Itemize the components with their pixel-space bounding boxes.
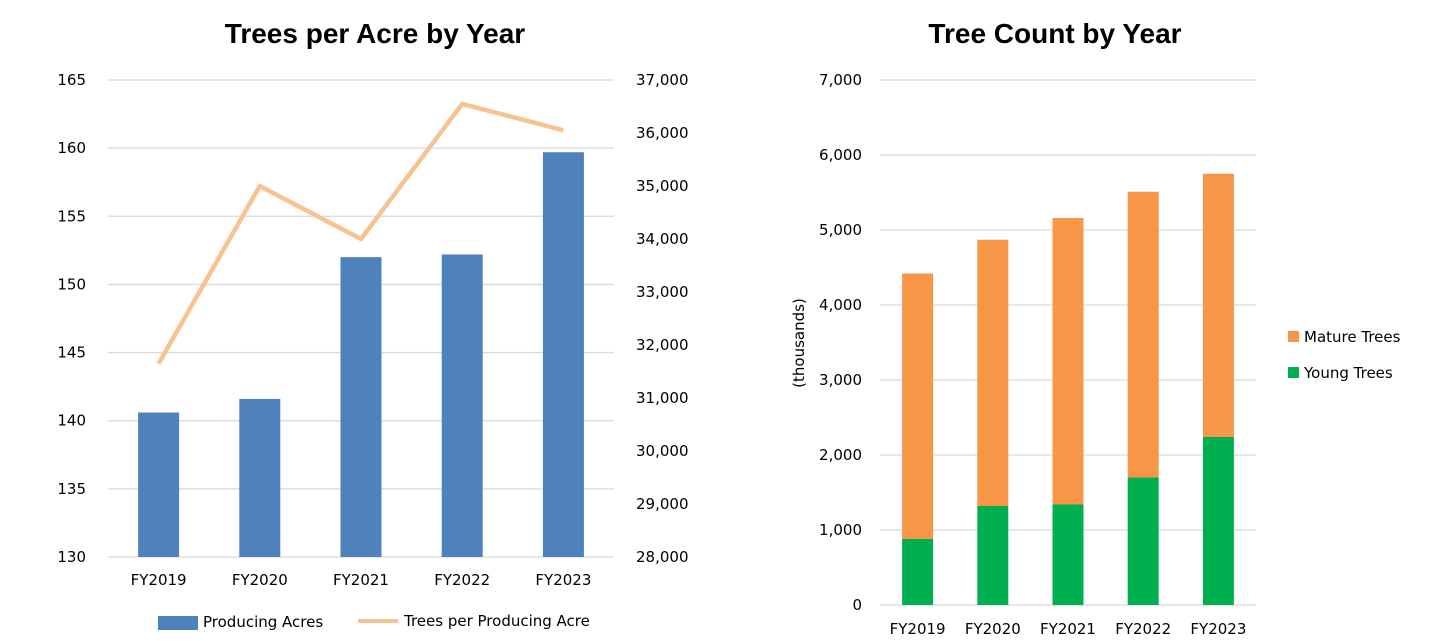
tree-count-chart: Tree Count by Year 0 1,000 2,000 3,000 4,000… bbox=[790, 18, 1401, 638]
category-label: FY2023 bbox=[1190, 620, 1246, 638]
left-tick-label: 150 bbox=[57, 275, 86, 293]
y-axis-ticks: 0 1,000 2,000 3,000 4,000 5,000 6,000 7,000 bbox=[819, 71, 862, 614]
line-series bbox=[156, 101, 564, 365]
tick-label: 3,000 bbox=[819, 371, 862, 389]
chart-title: Trees per Acre by Year bbox=[225, 18, 526, 49]
left-tick-label: 135 bbox=[57, 480, 86, 498]
right-tick-label: 34,000 bbox=[636, 230, 689, 248]
category-label: FY2022 bbox=[434, 571, 490, 589]
stacked-bars bbox=[902, 173, 1234, 605]
left-tick-label: 130 bbox=[57, 548, 86, 566]
y-axis-title: (thousands) bbox=[790, 298, 808, 388]
bar-fy2022 bbox=[441, 254, 483, 557]
bars bbox=[138, 152, 584, 557]
left-tick-label: 165 bbox=[57, 71, 86, 89]
category-label: FY2021 bbox=[333, 571, 389, 589]
left-tick-label: 145 bbox=[57, 344, 86, 362]
tick-label: 7,000 bbox=[819, 71, 862, 89]
right-tick-label: 31,000 bbox=[636, 389, 689, 407]
bar-fy2019 bbox=[138, 412, 180, 557]
category-label: FY2020 bbox=[965, 620, 1021, 638]
legend-label-trees-per-producing-acre: Trees per Producing Acre bbox=[403, 612, 590, 630]
bar-mature-trees-fy2023 bbox=[1202, 173, 1234, 437]
category-label: FY2023 bbox=[535, 571, 591, 589]
category-label: FY2019 bbox=[890, 620, 946, 638]
right-tick-label: 37,000 bbox=[636, 71, 689, 89]
tick-label: 5,000 bbox=[819, 221, 862, 239]
category-labels: FY2019 FY2020 FY2021 FY2022 FY2023 bbox=[890, 620, 1247, 638]
trees-per-acre-chart: Trees per Acre by Year 130 135 140 145 150 15… bbox=[57, 18, 688, 631]
right-axis-ticks: 28,000 29,000 30,000 31,000 32,000 33,000 34,0… bbox=[636, 71, 689, 566]
bar-young-trees-fy2020 bbox=[977, 506, 1009, 605]
category-label: FY2019 bbox=[131, 571, 187, 589]
tick-label: 2,000 bbox=[819, 446, 862, 464]
right-tick-label: 32,000 bbox=[636, 336, 689, 354]
category-label: FY2022 bbox=[1115, 620, 1171, 638]
category-label: FY2020 bbox=[232, 571, 288, 589]
bar-young-trees-fy2023 bbox=[1202, 437, 1234, 605]
right-tick-label: 30,000 bbox=[636, 442, 689, 460]
bar-mature-trees-fy2020 bbox=[977, 239, 1009, 506]
bar-fy2021 bbox=[340, 257, 382, 557]
bar-young-trees-fy2019 bbox=[902, 539, 934, 605]
legend-swatch-producing-acres bbox=[158, 616, 198, 630]
category-label: FY2021 bbox=[1040, 620, 1096, 638]
bar-mature-trees-fy2022 bbox=[1127, 191, 1159, 478]
right-tick-label: 28,000 bbox=[636, 548, 689, 566]
tick-label: 4,000 bbox=[819, 296, 862, 314]
bar-young-trees-fy2022 bbox=[1127, 477, 1159, 605]
tick-label: 0 bbox=[852, 596, 862, 614]
legend-swatch-mature-trees bbox=[1288, 331, 1299, 342]
bar-young-trees-fy2021 bbox=[1052, 504, 1084, 605]
category-labels: FY2019 FY2020 FY2021 FY2022 FY2023 bbox=[131, 571, 592, 589]
bar-mature-trees-fy2019 bbox=[902, 273, 934, 539]
bar-fy2023 bbox=[542, 152, 584, 557]
right-tick-label: 35,000 bbox=[636, 177, 689, 195]
bar-fy2020 bbox=[239, 398, 281, 557]
legend-label-young-trees: Young Trees bbox=[1303, 364, 1393, 382]
legend: Producing Acres Trees per Producing Acre bbox=[158, 612, 590, 631]
legend-swatch-young-trees bbox=[1288, 367, 1299, 378]
chart-title: Tree Count by Year bbox=[928, 18, 1181, 49]
left-tick-label: 140 bbox=[57, 412, 86, 430]
right-tick-label: 29,000 bbox=[636, 495, 689, 513]
tick-label: 1,000 bbox=[819, 521, 862, 539]
left-tick-label: 155 bbox=[57, 207, 86, 225]
right-tick-label: 36,000 bbox=[636, 124, 689, 142]
left-tick-label: 160 bbox=[57, 139, 86, 157]
bar-mature-trees-fy2021 bbox=[1052, 218, 1084, 505]
left-axis-ticks: 130 135 140 145 150 155 160 165 bbox=[57, 71, 86, 566]
tick-label: 6,000 bbox=[819, 146, 862, 164]
series-line-trees-per-producing-acre bbox=[156, 101, 564, 365]
legend-label-mature-trees: Mature Trees bbox=[1304, 328, 1401, 346]
right-tick-label: 33,000 bbox=[636, 283, 689, 301]
legend-label-producing-acres: Producing Acres bbox=[203, 613, 323, 631]
legend: Mature Trees Young Trees bbox=[1288, 328, 1401, 382]
